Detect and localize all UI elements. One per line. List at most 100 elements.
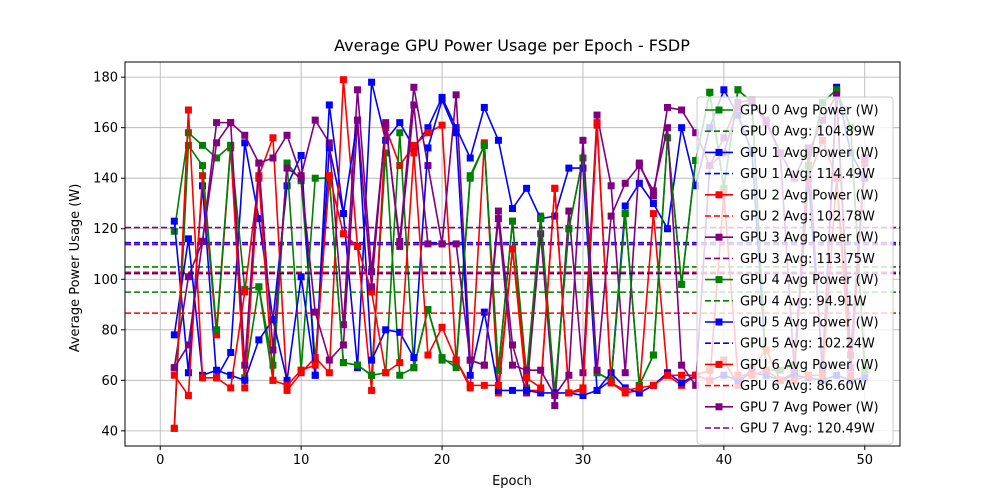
data-point [678, 280, 686, 288]
data-point [269, 361, 277, 369]
data-point [396, 359, 404, 367]
data-point [664, 225, 671, 233]
data-point [227, 384, 235, 392]
y-tick-label: 160 [93, 121, 118, 136]
data-point [199, 172, 206, 180]
data-point [184, 391, 192, 399]
data-point [311, 361, 319, 369]
legend-label: GPU 2 Avg Power (W) [740, 188, 879, 203]
data-point [241, 361, 249, 369]
data-point [593, 386, 601, 394]
data-point [692, 381, 700, 389]
data-point [621, 386, 629, 394]
data-point [184, 341, 192, 349]
data-point [184, 141, 192, 149]
data-point [255, 215, 263, 223]
data-point [438, 121, 446, 129]
data-point [368, 371, 376, 379]
data-point [269, 346, 277, 354]
data-point [621, 202, 629, 210]
data-point [283, 164, 291, 172]
data-point [325, 101, 333, 109]
data-point [452, 124, 460, 132]
data-point [241, 288, 249, 296]
data-point [170, 371, 178, 379]
legend-marker [715, 233, 723, 241]
data-point [523, 184, 531, 192]
data-point [452, 364, 460, 372]
data-point [565, 371, 573, 379]
data-point [170, 217, 178, 225]
data-point [593, 366, 601, 374]
legend-label: GPU 6 Avg Power (W) [740, 358, 879, 373]
data-point [537, 366, 545, 374]
data-point [199, 141, 206, 149]
data-point [649, 381, 657, 389]
data-point [692, 182, 700, 190]
data-point [382, 326, 390, 334]
data-point [255, 283, 263, 291]
data-point [311, 371, 319, 379]
data-point [523, 366, 531, 374]
legend: GPU 0 Avg Power (W) GPU 0 Avg: 104.89W GPU… [696, 96, 894, 445]
data-point [466, 371, 474, 379]
data-point [664, 124, 671, 132]
data-point [649, 187, 657, 195]
data-point [255, 174, 263, 182]
data-point [565, 225, 573, 233]
data-point [241, 139, 249, 147]
data-point [509, 217, 516, 225]
data-point [227, 141, 235, 149]
data-point [368, 288, 376, 296]
data-point [297, 273, 305, 281]
data-point [184, 369, 192, 377]
data-point [537, 230, 545, 238]
data-point [509, 386, 516, 394]
data-point [410, 101, 418, 109]
data-point [551, 391, 559, 399]
data-point [297, 151, 305, 159]
data-point [424, 240, 432, 248]
data-point [424, 162, 432, 170]
data-point [283, 182, 291, 190]
legend-label: GPU 5 Avg: 102.24W [740, 337, 875, 352]
data-point [396, 371, 404, 379]
data-point [494, 366, 502, 374]
data-point [241, 131, 249, 139]
legend-label: GPU 0 Avg Power (W) [740, 104, 879, 119]
data-point [579, 369, 587, 377]
data-point [410, 83, 418, 91]
data-point [565, 389, 573, 397]
legend-label: GPU 0 Avg: 104.89W [740, 125, 875, 140]
data-point [494, 215, 502, 223]
data-point [269, 134, 277, 142]
x-tick-label: 0 [156, 453, 164, 468]
data-point [354, 242, 361, 250]
data-point [382, 119, 390, 127]
data-point [184, 273, 192, 281]
data-point [339, 359, 347, 367]
data-point [466, 154, 474, 162]
data-point [621, 210, 629, 218]
data-point [396, 119, 404, 127]
data-point [170, 364, 178, 372]
data-point [466, 381, 474, 389]
data-point [635, 179, 643, 187]
data-point [649, 192, 657, 200]
legend-label: GPU 1 Avg: 114.49W [740, 167, 875, 182]
data-point [734, 86, 742, 94]
data-point [452, 91, 460, 99]
data-point [494, 136, 502, 144]
data-point [537, 384, 545, 392]
legend-marker [715, 403, 723, 411]
data-point [565, 207, 573, 215]
data-point [579, 386, 587, 394]
data-point [213, 154, 221, 162]
data-point [593, 111, 601, 119]
data-point [213, 326, 221, 334]
data-point [184, 106, 192, 114]
data-point [607, 379, 615, 387]
data-point [678, 379, 686, 387]
data-point [424, 144, 432, 152]
